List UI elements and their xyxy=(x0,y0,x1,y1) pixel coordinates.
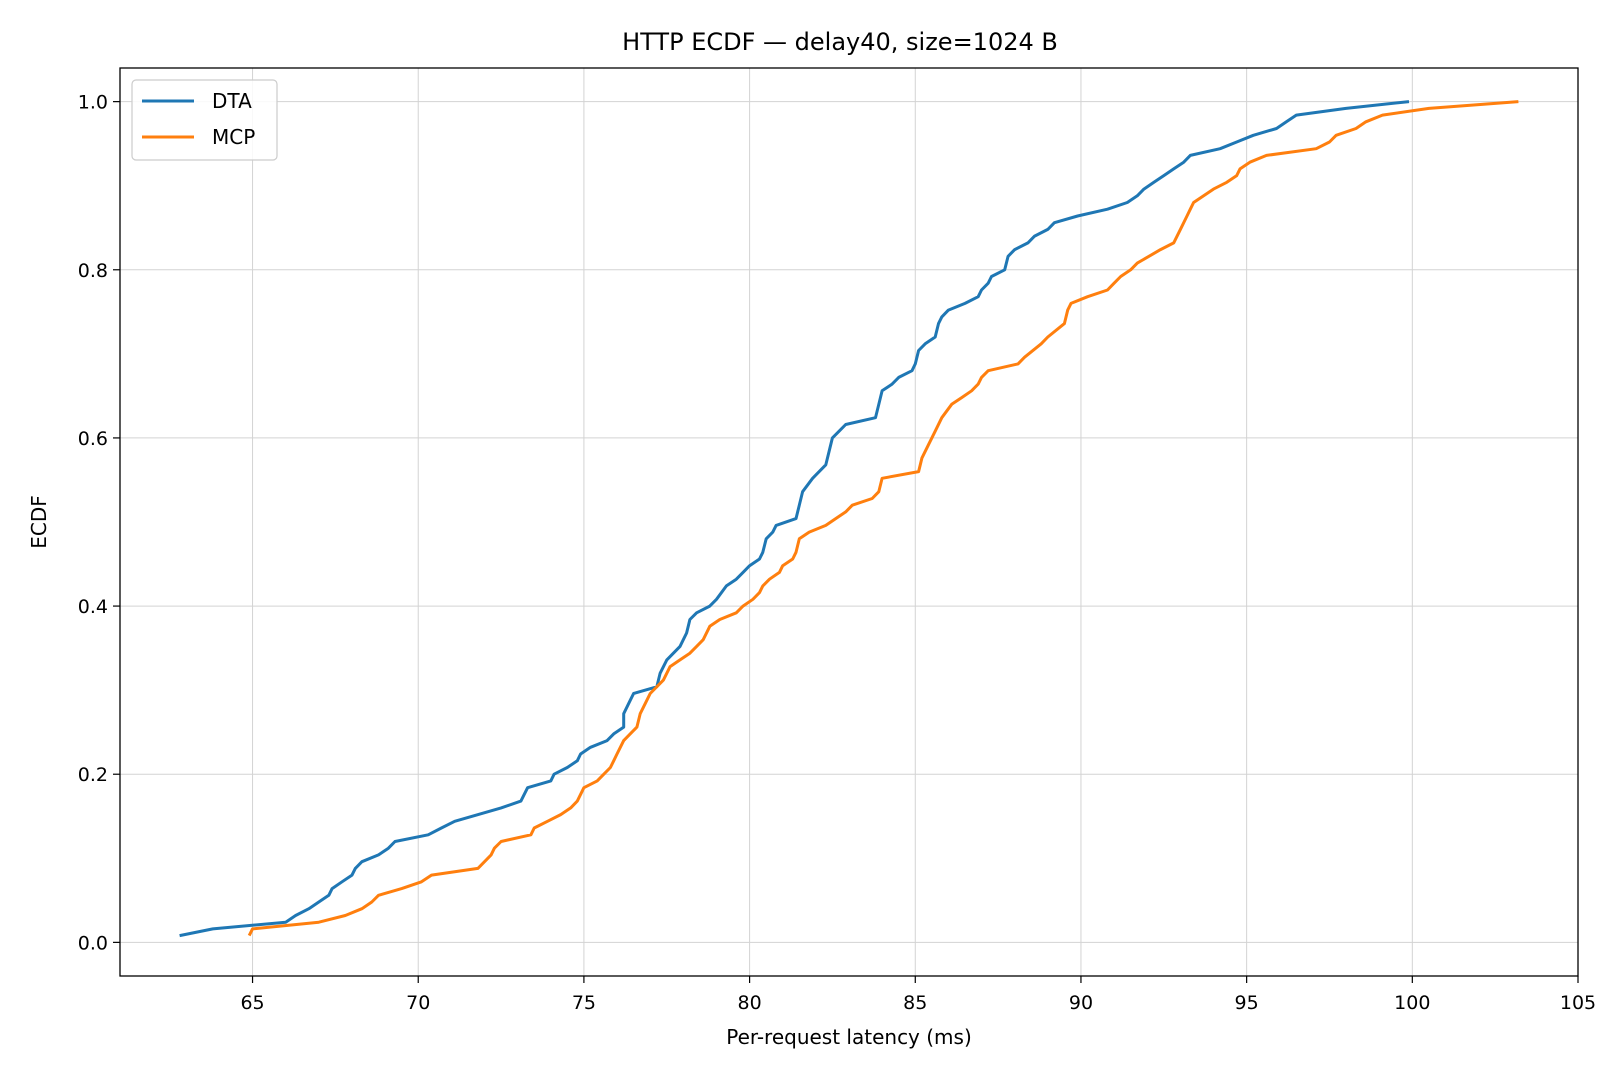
legend: DTA MCP xyxy=(131,79,278,161)
x-tick-label: 90 xyxy=(1069,992,1093,1014)
series-line-mcp xyxy=(247,100,1519,937)
y-tick-label: 0.8 xyxy=(78,260,108,282)
legend-label-mcp: MCP xyxy=(212,125,255,149)
x-tick-label: 75 xyxy=(572,992,596,1014)
y-tick-label: 0.4 xyxy=(78,596,108,618)
x-tick-label: 80 xyxy=(737,992,761,1014)
x-tick-label: 70 xyxy=(406,992,430,1014)
y-tick-label: 0.0 xyxy=(78,932,108,954)
plot-area-frame xyxy=(119,67,1579,977)
series-line-dta xyxy=(179,100,1410,938)
y-axis-label: ECDF xyxy=(27,495,51,549)
y-tick-label: 0.6 xyxy=(78,428,108,450)
x-tick-label: 100 xyxy=(1394,992,1430,1014)
chart-title: HTTP ECDF — delay40, size=1024 B xyxy=(622,28,1058,56)
x-tick-label: 105 xyxy=(1560,992,1596,1014)
y-tick-label: 0.2 xyxy=(78,764,108,786)
axis-ticks: 65 70 75 80 85 90 95 100 105 0.0 0.2 0.4 0.6 0.8 1.0 xyxy=(78,92,1596,1014)
x-tick-label: 65 xyxy=(240,992,264,1014)
y-tick-label: 1.0 xyxy=(78,92,108,114)
x-tick-label: 95 xyxy=(1235,992,1259,1014)
x-axis-label: Per-request latency (ms) xyxy=(726,1025,972,1049)
x-tick-label: 85 xyxy=(903,992,927,1014)
grid-lines xyxy=(120,68,1579,976)
legend-label-dta: DTA xyxy=(212,89,252,113)
series-lines xyxy=(179,100,1519,938)
